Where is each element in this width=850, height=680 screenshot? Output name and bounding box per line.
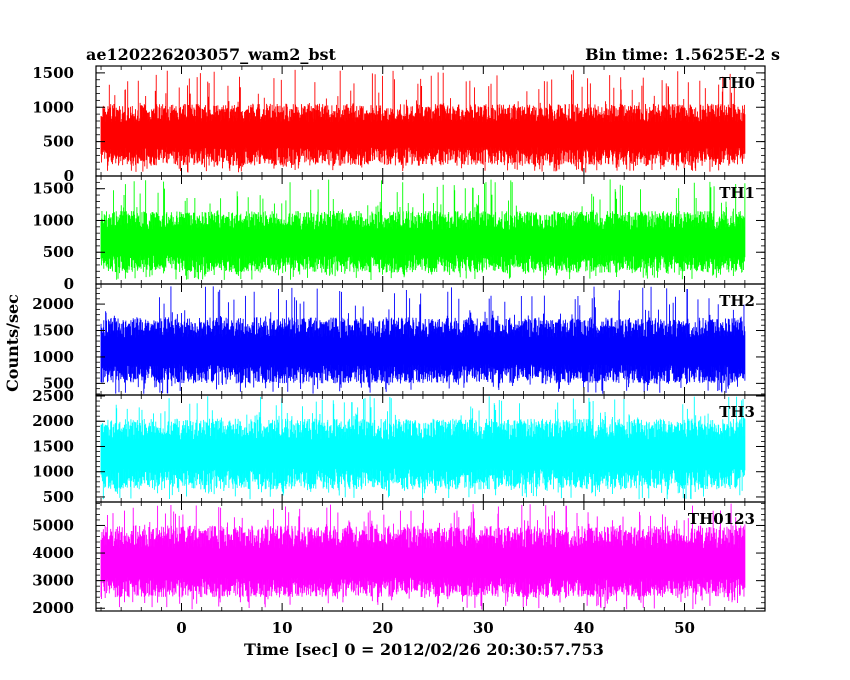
y-axis-label: Counts/sec [3,294,22,392]
panel-th3: 500 1000 1500 2000 2500 TH3 [32,387,766,506]
y-tick-label: 1000 [32,463,74,481]
series-line-th1 [100,179,746,280]
y-tick-label: 2500 [32,387,74,405]
panel-label: TH0123 [688,510,755,528]
y-tick-label: 2000 [32,295,74,313]
panel-label: TH3 [719,403,755,421]
y-tick-label: 5000 [32,516,74,534]
y-tick-label: 500 [43,133,74,151]
y-tick-label: 2000 [32,412,74,430]
y-tick-label: 1500 [32,322,74,340]
panel-th0123: 2000 3000 4000 5000 TH0123 [32,501,766,617]
series-line-th0123 [100,503,746,610]
y-tick-label: 500 [43,243,74,261]
y-tick-label: 0 [64,275,74,293]
series-line-th2 [100,286,746,394]
bin-time-label: Bin time: 1.5625E-2 s [585,45,780,64]
panel-frame [95,501,766,612]
y-tick-label: 1000 [32,348,74,366]
x-tick-label: 50 [674,619,695,637]
y-tick-label: 1500 [32,437,74,455]
panel-label: TH2 [719,292,755,310]
x-tick-label: 20 [372,619,393,637]
panel-label: TH0 [719,74,755,92]
series-line-th0 [100,69,746,173]
x-tick-label: 10 [272,619,293,637]
x-tick-label: 40 [573,619,594,637]
chart-title: ae120226203057_wam2_bst [86,45,337,64]
panel-th2: 500 1000 1500 2000 TH2 [32,283,766,396]
y-tick-label: 4000 [32,544,74,562]
y-tick-label: 500 [43,374,74,392]
panel-th1: 0 500 1000 1500 TH1 [32,175,766,293]
y-tick-label: 1500 [32,64,74,82]
y-tick-label: 1000 [32,98,74,116]
y-tick-label: 3000 [32,572,74,590]
y-tick-label: 0 [64,167,74,185]
series-line-th3 [100,396,746,500]
y-tick-label: 2000 [32,599,74,617]
x-axis-label: Time [sec] 0 = 2012/02/26 20:30:57.753 [244,640,604,659]
y-tick-label: 1500 [32,180,74,198]
panel-th0: 0 500 1000 1500 TH0 [32,64,766,185]
y-tick-label: 500 [43,488,74,506]
y-tick-label: 1000 [32,211,74,229]
x-tick-label: 30 [473,619,494,637]
x-tick-label: 0 [176,619,186,637]
panel-label: TH1 [719,184,755,202]
